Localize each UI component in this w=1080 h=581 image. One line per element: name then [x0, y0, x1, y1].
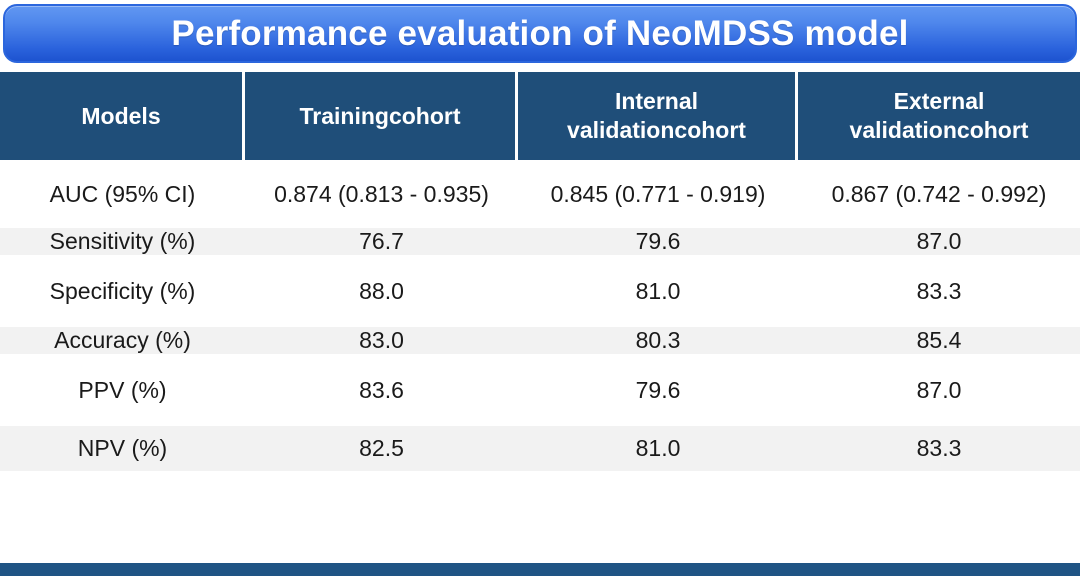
cell-value: 0.845 (0.771 - 0.919): [550, 180, 766, 207]
row-label: AUC (95% CI): [49, 180, 196, 207]
page-title: Performance evaluation of NeoMDSS model: [171, 13, 909, 53]
cell-value: 76.7: [359, 228, 404, 254]
cell-value: 80.3: [635, 327, 681, 353]
cell-value: 83.6: [359, 376, 404, 403]
table-body: AUC (95% CI) 0.874 (0.813 - 0.935) 0.845…: [0, 160, 1080, 471]
table-row-accuracy: Accuracy (%) 83.0 80.3 85.4: [0, 327, 1080, 354]
table-header-row: Models Trainingcohort Internal validatio…: [0, 72, 1080, 160]
table-row-ppv: PPV (%) 83.6 79.6 87.0: [0, 354, 1080, 426]
cell-value: 0.867 (0.742 - 0.992): [831, 180, 1047, 207]
row-label: NPV (%): [77, 435, 168, 461]
header-cell-external-validation: External validationcohort: [798, 72, 1080, 160]
cell-value: 85.4: [916, 327, 962, 353]
cell-value: 87.0: [916, 228, 962, 254]
header-cell-training-cohort: Trainingcohort: [245, 72, 518, 160]
cell-value: 83.3: [916, 435, 962, 461]
cell-value: 82.5: [359, 435, 404, 461]
cell-value: 81.0: [635, 435, 681, 461]
header-cell-internal-validation: Internal validationcohort: [518, 72, 798, 160]
row-label: Sensitivity (%): [49, 228, 196, 254]
cell-value: 88.0: [359, 277, 404, 304]
cell-value: 0.874 (0.813 - 0.935): [274, 180, 489, 207]
header-cell-models: Models: [0, 72, 245, 160]
row-label: Specificity (%): [49, 277, 196, 304]
cell-value: 81.0: [635, 277, 681, 304]
cell-value: 79.6: [635, 376, 681, 403]
title-banner: Performance evaluation of NeoMDSS model: [3, 4, 1077, 63]
table-row-npv: NPV (%) 82.5 81.0 83.3: [0, 426, 1080, 471]
cell-value: 83.0: [359, 327, 404, 353]
cell-value: 87.0: [916, 376, 962, 403]
table-row-auc: AUC (95% CI) 0.874 (0.813 - 0.935) 0.845…: [0, 160, 1080, 228]
row-label: PPV (%): [78, 376, 167, 403]
performance-table: Models Trainingcohort Internal validatio…: [0, 72, 1080, 471]
bottom-accent-bar: [0, 563, 1080, 576]
cell-value: 79.6: [635, 228, 681, 254]
table-row-sensitivity: Sensitivity (%) 76.7 79.6 87.0: [0, 228, 1080, 255]
cell-value: 83.3: [916, 277, 962, 304]
table-row-specificity: Specificity (%) 88.0 81.0 83.3: [0, 255, 1080, 327]
row-label: Accuracy (%): [54, 327, 191, 353]
